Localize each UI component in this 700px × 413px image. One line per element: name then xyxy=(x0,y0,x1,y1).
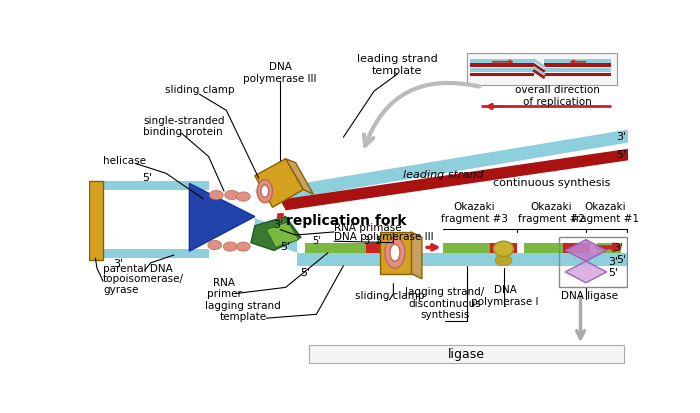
Ellipse shape xyxy=(257,180,272,203)
Text: 3': 3' xyxy=(113,258,124,268)
Polygon shape xyxy=(565,240,607,261)
Ellipse shape xyxy=(390,244,400,261)
Ellipse shape xyxy=(237,192,250,202)
Polygon shape xyxy=(380,233,411,274)
Polygon shape xyxy=(411,233,422,279)
Text: DNA
polymerase I: DNA polymerase I xyxy=(471,285,539,306)
Polygon shape xyxy=(367,243,398,253)
Polygon shape xyxy=(544,64,611,68)
Text: RNA
primer: RNA primer xyxy=(206,277,242,299)
Polygon shape xyxy=(524,243,563,253)
Text: 5': 5' xyxy=(300,267,310,277)
Text: 5': 5' xyxy=(281,241,290,251)
Text: 3' 5': 3' 5' xyxy=(364,235,384,245)
Text: lagging strand
template: lagging strand template xyxy=(205,300,281,321)
Text: overall direction
of replication: overall direction of replication xyxy=(515,85,600,107)
Text: single-stranded
binding protein: single-stranded binding protein xyxy=(144,116,225,137)
Text: RNA primase: RNA primase xyxy=(334,223,402,233)
Text: 5': 5' xyxy=(617,254,626,264)
Text: sliding clamp: sliding clamp xyxy=(355,290,424,300)
Polygon shape xyxy=(467,53,617,85)
Polygon shape xyxy=(470,69,534,73)
Polygon shape xyxy=(280,150,629,211)
Text: 5': 5' xyxy=(608,267,618,277)
Text: replication fork: replication fork xyxy=(286,213,407,227)
Polygon shape xyxy=(544,69,611,73)
Polygon shape xyxy=(598,243,621,253)
Text: 3': 3' xyxy=(608,256,618,266)
Text: DNA polymerase III: DNA polymerase III xyxy=(334,231,434,241)
Ellipse shape xyxy=(223,242,237,252)
Text: leading strand: leading strand xyxy=(403,170,484,180)
Text: lagging strand/
discontinuous
synthesis: lagging strand/ discontinuous synthesis xyxy=(405,287,484,320)
Text: 3': 3' xyxy=(613,243,624,253)
Text: DNA
polymerase III: DNA polymerase III xyxy=(244,62,317,83)
Polygon shape xyxy=(286,159,314,195)
Text: ligase: ligase xyxy=(448,347,485,360)
Polygon shape xyxy=(490,243,517,253)
Text: topoisomerase/
gyrase: topoisomerase/ gyrase xyxy=(103,273,184,294)
Polygon shape xyxy=(444,243,490,253)
Text: 5': 5' xyxy=(312,235,321,245)
Polygon shape xyxy=(305,243,367,253)
Polygon shape xyxy=(255,130,629,203)
Ellipse shape xyxy=(495,255,512,266)
Polygon shape xyxy=(255,218,298,253)
Text: 5': 5' xyxy=(142,173,152,183)
Text: 3': 3' xyxy=(273,220,283,230)
Text: sliding clamp: sliding clamp xyxy=(164,85,234,95)
Text: Okazaki
fragment #3: Okazaki fragment #3 xyxy=(441,202,508,223)
Ellipse shape xyxy=(208,241,222,250)
Ellipse shape xyxy=(385,238,405,268)
Polygon shape xyxy=(90,182,103,261)
Text: leading strand
template: leading strand template xyxy=(357,54,438,76)
Text: parental DNA: parental DNA xyxy=(103,263,173,273)
Polygon shape xyxy=(103,182,209,190)
Polygon shape xyxy=(309,345,624,363)
Polygon shape xyxy=(563,243,589,253)
Ellipse shape xyxy=(494,242,514,257)
Text: continuous synthesis: continuous synthesis xyxy=(493,178,610,188)
Polygon shape xyxy=(565,261,607,283)
Polygon shape xyxy=(255,159,303,208)
Polygon shape xyxy=(470,59,534,63)
Text: Okazaki
fragment #1: Okazaki fragment #1 xyxy=(572,202,638,223)
Ellipse shape xyxy=(209,191,223,200)
Polygon shape xyxy=(103,249,209,259)
Polygon shape xyxy=(251,217,301,251)
Ellipse shape xyxy=(237,242,250,252)
Polygon shape xyxy=(470,74,534,77)
Text: DNA ligase: DNA ligase xyxy=(561,290,618,300)
Text: 5': 5' xyxy=(617,150,626,160)
Polygon shape xyxy=(190,184,255,252)
Ellipse shape xyxy=(261,185,269,198)
Text: Okazaki
fragment #2: Okazaki fragment #2 xyxy=(518,202,584,223)
Polygon shape xyxy=(470,64,534,68)
Ellipse shape xyxy=(225,191,239,200)
Polygon shape xyxy=(298,253,629,266)
Polygon shape xyxy=(266,222,299,248)
Polygon shape xyxy=(544,59,611,63)
Text: 3': 3' xyxy=(617,131,626,141)
Text: helicase: helicase xyxy=(103,156,146,166)
Polygon shape xyxy=(544,74,611,77)
